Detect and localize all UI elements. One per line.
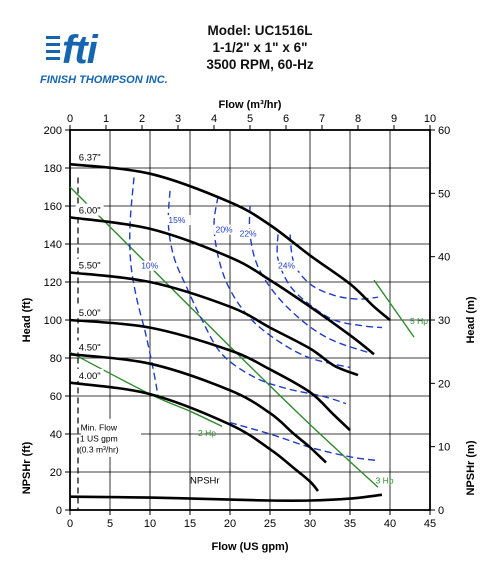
efficiency-curve <box>167 190 347 405</box>
y-axis-title: Head (ft) <box>21 297 33 342</box>
y-tick-label: 180 <box>44 163 62 175</box>
y2-tick-label: 40 <box>438 252 450 264</box>
x2-tick-label: 9 <box>391 113 397 125</box>
y-tick-label: 160 <box>44 201 62 213</box>
y2-tick-label: 30 <box>438 315 450 327</box>
efficiency-label: 10% <box>141 261 158 271</box>
efficiency-label-bg <box>237 228 262 239</box>
x-tick-label: 30 <box>304 518 316 530</box>
y-axis-title-lower: NPSHr (ft) <box>21 441 33 494</box>
y2-tick-label: 0 <box>438 505 444 517</box>
impeller-label: 5.00" <box>79 308 101 319</box>
fti-logo-mark: fti <box>46 28 98 72</box>
x2-tick-label: 2 <box>139 113 145 125</box>
x2-tick-label: 6 <box>283 113 289 125</box>
x2-tick-label: 7 <box>319 113 325 125</box>
impeller-label: 4.00" <box>79 371 101 382</box>
y-tick-label: 20 <box>50 467 62 479</box>
y-tick-label: 40 <box>50 429 62 441</box>
x2-tick-label: 1 <box>103 113 109 125</box>
efficiency-label: 20% <box>216 225 233 235</box>
impeller-label-bg <box>75 203 104 216</box>
efficiency-label: 24% <box>278 261 295 271</box>
impeller-label: 6.37" <box>79 152 101 163</box>
y-tick-label: 200 <box>44 125 62 137</box>
x2-tick-label: 3 <box>175 113 181 125</box>
y-tick-label: 140 <box>44 239 62 251</box>
x-tick-label: 35 <box>344 518 356 530</box>
power-label-3hp: 3 Hp <box>376 475 394 485</box>
min-flow-note-line: 1 US gpm <box>80 433 118 443</box>
impeller-curve <box>69 216 375 356</box>
x2-tick-label: 10 <box>424 113 436 125</box>
y2-axis-title: Head (m) <box>465 296 477 343</box>
efficiency-label: 22% <box>240 228 257 238</box>
impeller-curve <box>69 318 351 432</box>
y2-tick-label: 20 <box>438 378 450 390</box>
model-line-3: 3500 RPM, 60-Hz <box>206 57 314 72</box>
company-logo: fti FINISH THOMPSON INC. <box>40 28 180 96</box>
power-line <box>69 351 223 428</box>
x-tick-label: 10 <box>144 518 156 530</box>
x-tick-label: 15 <box>184 518 196 530</box>
power-label-5hp: 5 Hp <box>410 316 428 326</box>
impeller-label-bg <box>75 150 104 163</box>
y2-tick-label: 10 <box>438 442 450 454</box>
power-line <box>69 186 379 488</box>
company-name: FINISH THOMPSON INC. <box>40 74 168 86</box>
x2-tick-label: 5 <box>247 113 253 125</box>
y-tick-label: 0 <box>56 505 62 517</box>
efficiency-label: 15% <box>168 215 185 225</box>
y-tick-label: 120 <box>44 277 62 289</box>
model-info: Model: UC1516L 1-1/2" x 1" x 6" 3500 RPM… <box>190 22 330 73</box>
impeller-label: 6.00" <box>79 206 101 217</box>
y-tick-label: 80 <box>50 353 62 365</box>
power-line <box>373 279 415 338</box>
efficiency-label-bg <box>139 260 164 271</box>
impeller-curve <box>69 381 320 492</box>
model-line-2: 1-1/2" x 1" x 6" <box>212 40 308 55</box>
x-axis-title: Flow (US gpm) <box>212 541 289 553</box>
x2-tick-label: 0 <box>67 113 73 125</box>
efficiency-label-bg <box>276 260 300 271</box>
impeller-label-bg <box>75 306 104 319</box>
impeller-label-bg <box>75 340 104 353</box>
min-flow-note-line: (0.3 m³/hr) <box>79 444 119 454</box>
impeller-label-bg <box>75 368 104 381</box>
npshr-curve <box>69 493 383 502</box>
x-tick-label: 45 <box>424 518 436 530</box>
npshr-label: NPSHr <box>190 475 220 486</box>
x2-tick-label: 4 <box>211 113 217 125</box>
min-flow-note-bg <box>81 418 141 457</box>
y2-axis-title-lower: NPSHr (m) <box>465 440 477 495</box>
impeller-curve <box>69 271 359 377</box>
x2-axis-title: Flow (m³/hr) <box>219 99 282 111</box>
x-tick-label: 0 <box>67 518 73 530</box>
y2-tick-label: 50 <box>438 188 450 200</box>
impeller-curve <box>69 162 391 322</box>
min-flow-note-line: Min. Flow <box>81 422 118 432</box>
impeller-label: 5.50" <box>79 261 101 272</box>
y2-tick-label: 60 <box>438 125 450 137</box>
x-tick-label: 40 <box>384 518 396 530</box>
y-tick-label: 60 <box>50 391 62 403</box>
efficiency-label-bg <box>213 224 238 235</box>
power-label-2hp: 2 Hp <box>198 428 216 438</box>
efficiency-curve <box>276 234 383 329</box>
y-tick-label: 100 <box>44 315 62 327</box>
impeller-label-bg <box>75 258 104 271</box>
efficiency-label-bg <box>166 215 191 226</box>
impeller-curve <box>69 352 327 464</box>
model-line-1: Model: UC1516L <box>207 23 313 38</box>
x-tick-label: 20 <box>224 518 236 530</box>
x2-tick-label: 8 <box>355 113 361 125</box>
x-tick-label: 5 <box>107 518 113 530</box>
efficiency-curve <box>213 196 351 369</box>
impeller-label: 4.50" <box>79 342 101 353</box>
x-tick-label: 25 <box>264 518 276 530</box>
